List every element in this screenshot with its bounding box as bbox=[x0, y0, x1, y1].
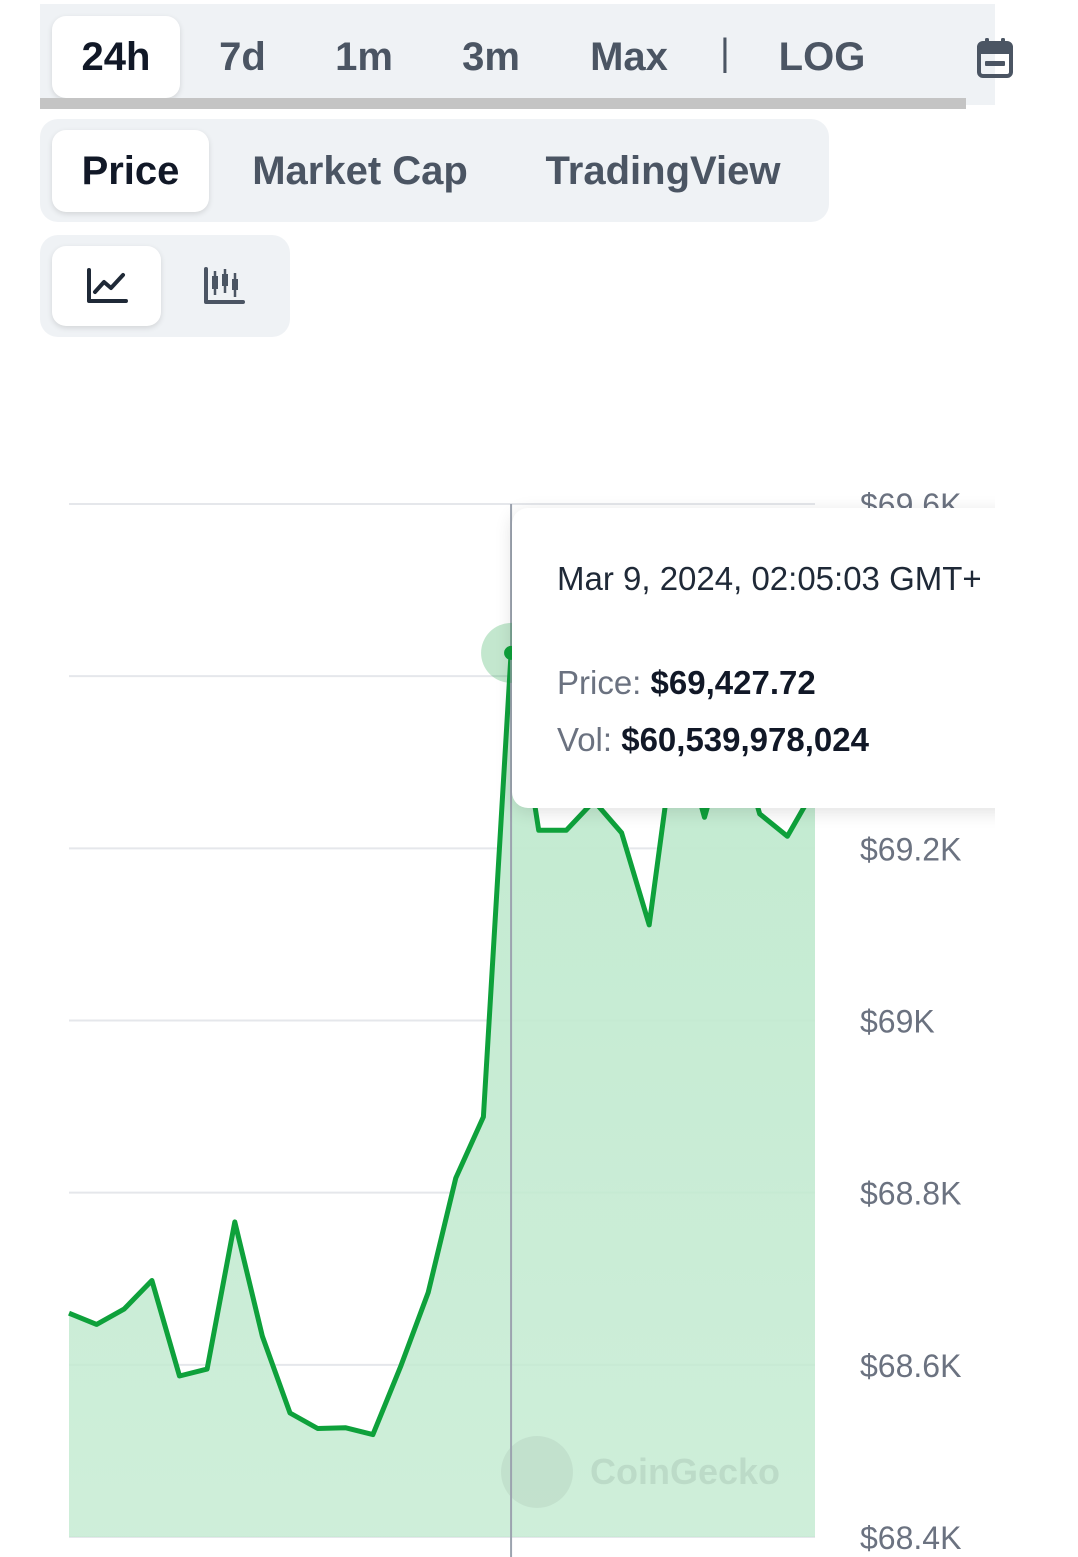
line-chart-button[interactable] bbox=[52, 246, 161, 326]
tooltip-vol-row: Vol: $60,539,978,024 bbox=[557, 721, 869, 759]
tab-24h[interactable]: 24h bbox=[52, 16, 180, 98]
y-tick-label: $68.8K bbox=[860, 1176, 961, 1212]
log-toggle[interactable]: LOG bbox=[778, 34, 866, 79]
tab-market-cap[interactable]: Market Cap bbox=[252, 148, 468, 193]
tab-price[interactable]: Price bbox=[52, 130, 209, 212]
tooltip-price-value: $69,427.72 bbox=[650, 664, 816, 701]
tooltip-date: Mar 9, 2024, 02:05:03 GMT+ bbox=[557, 560, 982, 597]
tab-7d[interactable]: 7d bbox=[219, 34, 266, 79]
coingecko-logo-icon bbox=[501, 1436, 573, 1508]
tooltip-price-label: Price: bbox=[557, 664, 642, 701]
candlestick-chart-button[interactable] bbox=[169, 246, 278, 326]
time-range-tabs: 24h 7d 1m 3m Max | LOG bbox=[40, 4, 1013, 109]
tooltip-price-row: Price: $69,427.72 bbox=[557, 664, 816, 702]
watermark: CoinGecko bbox=[590, 1451, 780, 1492]
tab-separator: | bbox=[720, 32, 730, 74]
metric-tabs: Price Market Cap TradingView bbox=[40, 119, 829, 222]
chart-type-tabs bbox=[40, 235, 290, 337]
tooltip-vol-value: $60,539,978,024 bbox=[621, 721, 869, 758]
tooltip-vol-label: Vol: bbox=[557, 721, 613, 758]
candlestick-chart-icon bbox=[203, 267, 245, 304]
tab-tradingview[interactable]: TradingView bbox=[545, 148, 781, 193]
y-tick-label: $69.2K bbox=[860, 831, 961, 867]
right-gutter bbox=[995, 0, 1078, 1557]
y-tick-label: $68.4K bbox=[860, 1520, 961, 1556]
line-chart-icon bbox=[86, 268, 128, 303]
tab-1m[interactable]: 1m bbox=[335, 34, 393, 79]
calendar-icon[interactable] bbox=[976, 37, 1014, 79]
y-tick-label: $68.6K bbox=[860, 1348, 961, 1384]
tab-max[interactable]: Max bbox=[590, 34, 668, 79]
chart-tooltip: Mar 9, 2024, 02:05:03 GMT+ Price: $69,42… bbox=[512, 508, 1032, 808]
y-tick-label: $69K bbox=[860, 1004, 935, 1040]
horizontal-scrollbar[interactable] bbox=[40, 98, 966, 109]
tab-3m[interactable]: 3m bbox=[462, 34, 520, 79]
